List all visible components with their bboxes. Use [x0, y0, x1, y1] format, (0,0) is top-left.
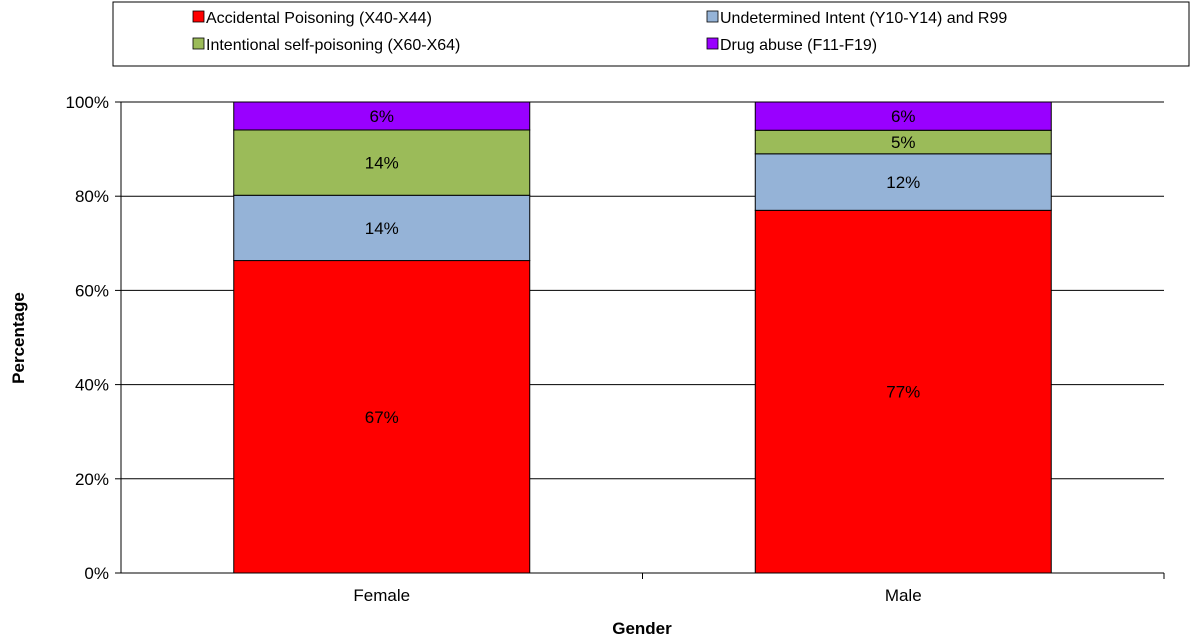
- x-tick-label: Female: [353, 586, 410, 605]
- y-tick-label: 100%: [66, 93, 109, 112]
- legend-swatch: [706, 37, 719, 50]
- y-tick-label: 80%: [75, 187, 109, 206]
- data-label: 77%: [886, 383, 920, 402]
- legend-box: [112, 1, 1190, 67]
- data-label: 67%: [365, 408, 399, 427]
- bar-segment: [754, 101, 1052, 131]
- data-label: 14%: [365, 154, 399, 173]
- bar-segment: [233, 101, 531, 131]
- legend-label: Intentional self-poisoning (X60-X64): [206, 37, 460, 54]
- y-tick-label: 20%: [75, 470, 109, 489]
- data-labels: 67% 14% 14% 6% 77% 12% 5% 6%: [365, 107, 921, 427]
- y-tick-label: 0%: [84, 564, 109, 583]
- bar-segment: [233, 260, 531, 574]
- bar-segment: [754, 153, 1052, 211]
- legend-swatch: [192, 10, 205, 23]
- y-axis-title: Percentage: [9, 292, 28, 384]
- legend-swatch: [192, 37, 205, 50]
- data-label: 5%: [891, 133, 916, 152]
- bar-segment: [233, 129, 531, 196]
- data-label: 6%: [369, 107, 394, 126]
- x-tick-label: Male: [885, 586, 922, 605]
- bars: [233, 101, 1052, 574]
- legend-label: Drug abuse (F11-F19): [720, 37, 877, 54]
- y-tick-label: 60%: [75, 281, 109, 300]
- x-axis-ticks: Female Male: [353, 573, 1165, 605]
- bar-segment: [233, 194, 531, 262]
- data-label: 12%: [886, 173, 920, 192]
- data-label: 14%: [365, 219, 399, 238]
- data-label: 6%: [891, 107, 916, 126]
- y-tick-label: 40%: [75, 376, 109, 395]
- legend-label: Undetermined Intent (Y10-Y14) and R99: [720, 10, 1007, 27]
- y-axis-ticks: 0% 20% 40% 60% 80% 100%: [66, 93, 121, 583]
- bar-segment: [754, 209, 1052, 574]
- legend: Accidental Poisoning (X40-X44) Undetermin…: [192, 10, 1007, 54]
- legend-label: Accidental Poisoning (X40-X44): [206, 10, 432, 27]
- x-axis-title: Gender: [612, 619, 672, 638]
- legend-swatch: [706, 10, 719, 23]
